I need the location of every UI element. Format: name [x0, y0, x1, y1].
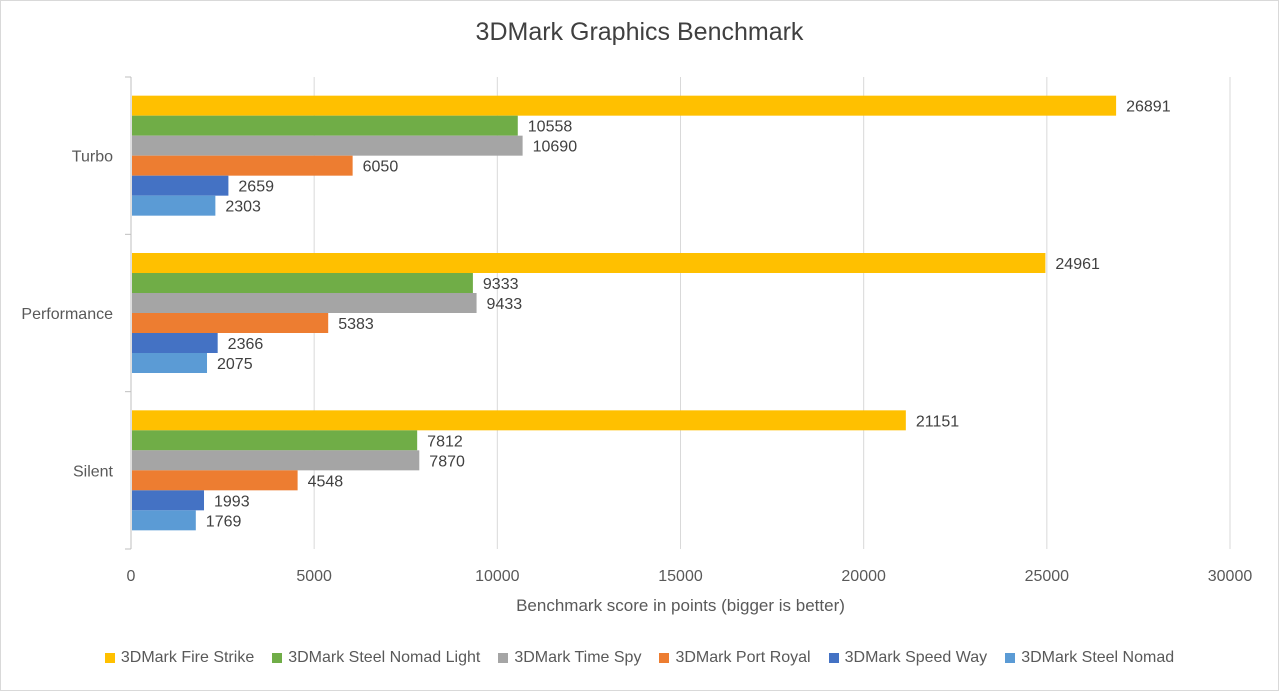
- data-label: 2366: [228, 336, 264, 353]
- legend-swatch: [272, 653, 283, 663]
- bar: [132, 175, 229, 196]
- bar: [132, 95, 1117, 116]
- legend-label: 3DMark Steel Nomad Light: [288, 649, 481, 666]
- legend-label: 3DMark Speed Way: [844, 649, 988, 666]
- legend-label: 3DMark Steel Nomad: [1021, 649, 1175, 666]
- data-label: 21151: [916, 413, 959, 430]
- data-label: 10558: [528, 119, 573, 136]
- legend-item: 3DMark Speed Way: [828, 649, 988, 667]
- legend-swatch: [498, 653, 509, 663]
- bar: [132, 353, 208, 373]
- data-label: 1769: [206, 513, 242, 530]
- data-label: 7870: [429, 453, 465, 470]
- x-axis-title: Benchmark score in points (bigger is bet…: [516, 596, 845, 615]
- legend-label: 3DMark Time Spy: [514, 649, 642, 666]
- legend-item: 3DMark Fire Strike: [104, 649, 255, 667]
- data-label: 2303: [225, 199, 261, 216]
- data-label: 6050: [363, 159, 399, 176]
- data-label: 2659: [238, 179, 274, 196]
- legend-item: 3DMark Steel Nomad: [1005, 649, 1174, 667]
- bar: [132, 510, 196, 531]
- bar: [132, 313, 329, 333]
- legend-label: 3DMark Fire Strike: [120, 649, 255, 666]
- x-tick-label: 10000: [475, 568, 520, 585]
- legend-swatch: [104, 653, 115, 663]
- data-label: 9433: [487, 296, 523, 313]
- legend-swatch: [828, 653, 839, 663]
- data-label: 5383: [338, 316, 374, 333]
- bar: [132, 430, 418, 451]
- x-tick-label: 25000: [1025, 568, 1070, 585]
- legend-item: 3DMark Port Royal: [659, 649, 811, 667]
- bar: [132, 195, 216, 216]
- bar: [132, 273, 473, 293]
- bar: [132, 410, 906, 431]
- data-label: 1993: [214, 493, 250, 510]
- bar: [132, 253, 1046, 273]
- x-tick-label: 20000: [841, 568, 886, 585]
- legend-label: 3DMark Port Royal: [675, 649, 811, 666]
- chart-legend: 3DMark Fire Strike 3DMark Steel Nomad Lig…: [0, 649, 1279, 667]
- legend-swatch: [1005, 653, 1016, 663]
- category-label: Silent: [73, 463, 114, 480]
- bar: [132, 333, 218, 353]
- category-label: Turbo: [72, 149, 113, 166]
- bar: [132, 135, 523, 156]
- data-label: 10690: [533, 139, 578, 156]
- bar: [132, 155, 353, 176]
- legend-item: 3DMark Steel Nomad Light: [272, 649, 480, 667]
- data-label: 2075: [217, 356, 253, 373]
- data-label: 7812: [427, 433, 463, 450]
- legend-swatch: [659, 653, 670, 663]
- bar: [132, 450, 420, 471]
- data-label: 4548: [308, 473, 344, 490]
- x-tick-label: 15000: [658, 568, 703, 585]
- bar: [132, 115, 518, 136]
- category-label: Performance: [21, 306, 113, 323]
- chart-title: 3DMark Graphics Benchmark: [475, 18, 804, 46]
- legend-item: 3DMark Time Spy: [498, 649, 641, 667]
- bar: [132, 490, 205, 511]
- x-tick-label: 0: [127, 568, 136, 585]
- data-label: 9333: [483, 276, 519, 293]
- data-label: 24961: [1055, 256, 1100, 273]
- bar: [132, 293, 477, 313]
- x-tick-label: 30000: [1208, 568, 1253, 585]
- bar: [132, 470, 298, 491]
- data-label: 26891: [1126, 99, 1171, 116]
- x-tick-label: 5000: [296, 568, 332, 585]
